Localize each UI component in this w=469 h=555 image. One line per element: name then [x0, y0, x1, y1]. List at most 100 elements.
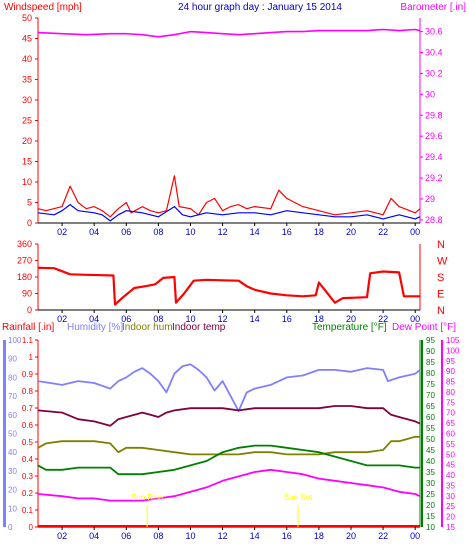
dew-tick-label: 95 — [446, 357, 455, 366]
temp-tick-label: 70 — [426, 391, 435, 400]
wind-speed-line — [37, 204, 421, 222]
x-tick-label: 22 — [378, 227, 388, 237]
direction-tick-label: 270 — [17, 256, 32, 266]
dew-tick-label: 75 — [446, 398, 455, 407]
legend-humidity: Humidity [%] — [67, 322, 123, 333]
dew-tick-label: 20 — [446, 513, 455, 522]
humidity-tick-label: 80 — [8, 373, 17, 382]
rain-tick-label: 1.1 — [22, 336, 34, 345]
temp-tick-label: 10 — [426, 523, 435, 532]
x-tick-label: 00 — [410, 314, 420, 324]
temp-tick-label: 55 — [426, 424, 435, 433]
x-tick-label: 22 — [378, 531, 388, 541]
temp-tick-label: 75 — [426, 380, 435, 389]
direction-tick-label: 180 — [17, 272, 32, 282]
rain-tick-label: 0.7 — [22, 404, 34, 413]
x-tick-label: 20 — [346, 227, 356, 237]
temp-tick-label: 40 — [426, 457, 435, 466]
x-tick-label: 14 — [250, 314, 260, 324]
barometer-tick-label: 28.8 — [425, 215, 443, 225]
rain-tick-label: 0.2 — [22, 489, 34, 498]
indoor-temp-line — [37, 405, 421, 427]
x-tick-label: 14 — [250, 227, 260, 237]
temp-axis-bar — [421, 340, 423, 527]
dew-tick-label: 55 — [446, 440, 455, 449]
x-tick-label: 14 — [250, 531, 260, 541]
x-tick-label: 02 — [57, 531, 67, 541]
wind-tick-label: 40 — [22, 54, 32, 64]
temp-tick-label: 15 — [426, 512, 435, 521]
temperature-line — [37, 444, 420, 476]
x-tick-label: 06 — [121, 227, 131, 237]
temp-tick-label: 25 — [426, 490, 435, 499]
barometer-tick-label: 29.8 — [425, 110, 443, 120]
wind-tick-label: 45 — [22, 34, 32, 44]
humidity-axis-bar — [3, 340, 6, 527]
x-tick-label: 12 — [218, 227, 228, 237]
humidity-tick-label: 70 — [8, 392, 17, 401]
compass-label: S — [437, 272, 444, 284]
x-tick-label: 02 — [57, 314, 67, 324]
wind-tick-label: 30 — [22, 95, 32, 105]
wind-tick-label: 15 — [22, 157, 32, 167]
legend-rainfall: Rainfall [.in] — [2, 322, 54, 333]
barometer-tick-label: 29.6 — [425, 131, 443, 141]
rain-tick-label: 1 — [29, 353, 34, 362]
x-tick-label: 00 — [410, 227, 420, 237]
barometer-tick-label: 29.4 — [425, 152, 443, 162]
humidity-tick-label: 100 — [8, 336, 22, 345]
temp-tick-label: 95 — [426, 336, 435, 345]
humidity-tick-label: 90 — [8, 355, 17, 364]
barometer-line — [37, 28, 421, 38]
x-tick-label: 18 — [314, 531, 324, 541]
humidity-tick-label: 60 — [8, 411, 17, 420]
x-tick-label: 10 — [185, 314, 195, 324]
legend-indoor-temp: Indoor temp — [172, 322, 226, 333]
wind-tick-label: 50 — [22, 13, 32, 23]
x-tick-label: 20 — [346, 531, 356, 541]
barometer-tick-label: 29 — [425, 194, 435, 204]
x-tick-label: 08 — [153, 531, 163, 541]
humidity-tick-label: 30 — [8, 467, 17, 476]
x-tick-label: 16 — [282, 314, 292, 324]
wind-tick-label: 20 — [22, 136, 32, 146]
legend-indoor-hum: Indoor hum — [122, 322, 173, 333]
x-tick-label: 04 — [89, 314, 99, 324]
chart-title: 24 hour graph day : January 15 2014 — [178, 2, 342, 13]
x-tick-label: 06 — [121, 531, 131, 541]
rain-tick-label: 0.4 — [22, 455, 34, 464]
dew-tick-label: 25 — [446, 502, 455, 511]
humidity-tick-label: 0 — [8, 523, 13, 532]
x-tick-label: 12 — [218, 314, 228, 324]
x-tick-label: 20 — [346, 314, 356, 324]
dew-tick-label: 105 — [446, 336, 460, 345]
indoor-hum-line — [37, 435, 420, 456]
humidity-tick-label: 40 — [8, 448, 17, 457]
wind-tick-label: 5 — [27, 198, 32, 208]
barometer-tick-label: 30.2 — [425, 68, 443, 78]
rain-tick-label: 0.1 — [22, 506, 34, 515]
dew-point-line — [37, 468, 421, 502]
humidity-tick-label: 50 — [8, 430, 17, 439]
x-tick-label: 22 — [378, 314, 388, 324]
compass-label: N — [437, 305, 445, 317]
x-tick-label: 04 — [89, 531, 99, 541]
temp-tick-label: 30 — [426, 479, 435, 488]
temp-tick-label: 85 — [426, 358, 435, 367]
direction-tick-label: 90 — [22, 289, 32, 299]
sunrise-label: Sun Rise — [131, 493, 164, 502]
dew-tick-label: 40 — [446, 471, 455, 480]
barometer-tick-label: 30.4 — [425, 48, 443, 58]
rain-tick-label: 0 — [29, 523, 34, 532]
x-tick-label: 06 — [121, 314, 131, 324]
dew-tick-label: 80 — [446, 388, 455, 397]
dew-tick-label: 70 — [446, 409, 455, 418]
x-tick-label: 04 — [89, 227, 99, 237]
temp-tick-label: 50 — [426, 435, 435, 444]
x-tick-label: 00 — [410, 531, 420, 541]
temp-tick-label: 90 — [426, 347, 435, 356]
rain-tick-label: 0.3 — [22, 472, 34, 481]
direction-tick-label: 0 — [27, 305, 32, 315]
dew-tick-label: 100 — [446, 346, 460, 355]
